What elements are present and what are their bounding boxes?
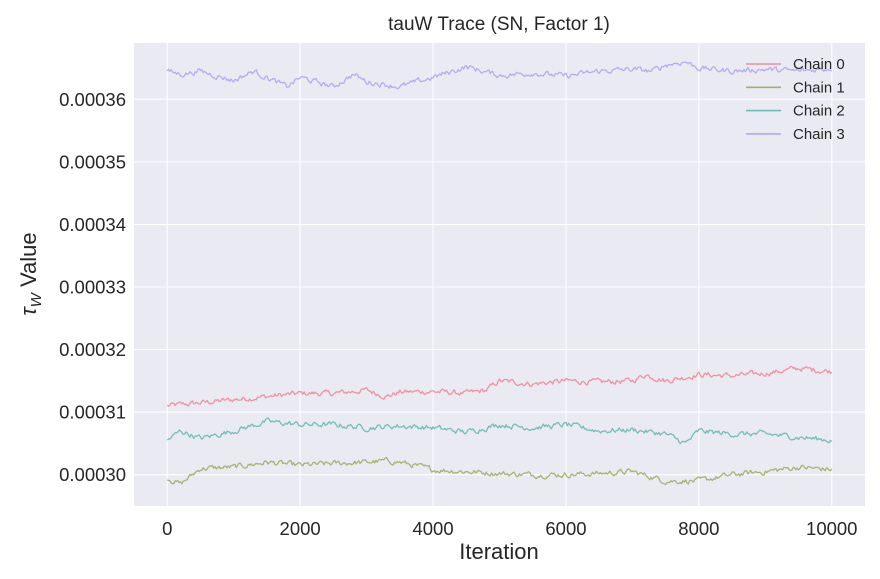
y-tick-label-0: 0.00030 <box>59 464 126 485</box>
x-tick-label-5: 10000 <box>806 518 857 539</box>
y-tick-label-1: 0.00031 <box>59 402 126 423</box>
y-axis-label-symbol: τ <box>16 306 41 316</box>
legend-label-1: Chain 1 <box>793 79 845 96</box>
series-line-chain-0 <box>166 365 833 407</box>
x-tick-label-0: 0 <box>162 518 172 539</box>
y-tick-label-5: 0.00035 <box>59 151 126 172</box>
legend-label-2: Chain 2 <box>793 103 845 120</box>
plot-area <box>134 43 865 506</box>
series-line-chain-2 <box>166 417 833 445</box>
y-axis-label-subscript: W <box>28 291 45 307</box>
x-tick-label-4: 8000 <box>678 518 719 539</box>
legend-label-0: Chain 0 <box>793 56 845 73</box>
series-line-chain-3 <box>166 61 833 90</box>
x-tick-labels: 0 2000 4000 6000 8000 10000 <box>162 518 857 539</box>
legend-label-3: Chain 3 <box>793 126 845 143</box>
chart-title: tauW Trace (SN, Factor 1) <box>388 14 610 35</box>
legend: Chain 0 Chain 1 Chain 2 Chain 3 <box>746 56 845 143</box>
y-axis-label-text: Value <box>16 232 41 293</box>
x-tick-label-2: 4000 <box>412 518 453 539</box>
y-tick-labels: 0.00030 0.00031 0.00032 0.00033 0.00034 0.000… <box>59 89 126 485</box>
series-line-chain-1 <box>167 456 833 486</box>
grid-lines <box>134 43 865 506</box>
y-tick-label-4: 0.00034 <box>59 214 126 235</box>
y-axis-label: τW Value <box>16 232 45 315</box>
series-lines <box>166 61 833 486</box>
y-tick-label-6: 0.00036 <box>59 89 126 110</box>
y-tick-label-3: 0.00033 <box>59 277 126 298</box>
x-axis-label: Iteration <box>459 539 539 564</box>
x-tick-label-3: 6000 <box>545 518 586 539</box>
x-tick-label-1: 2000 <box>280 518 321 539</box>
y-tick-label-2: 0.00032 <box>59 339 126 360</box>
